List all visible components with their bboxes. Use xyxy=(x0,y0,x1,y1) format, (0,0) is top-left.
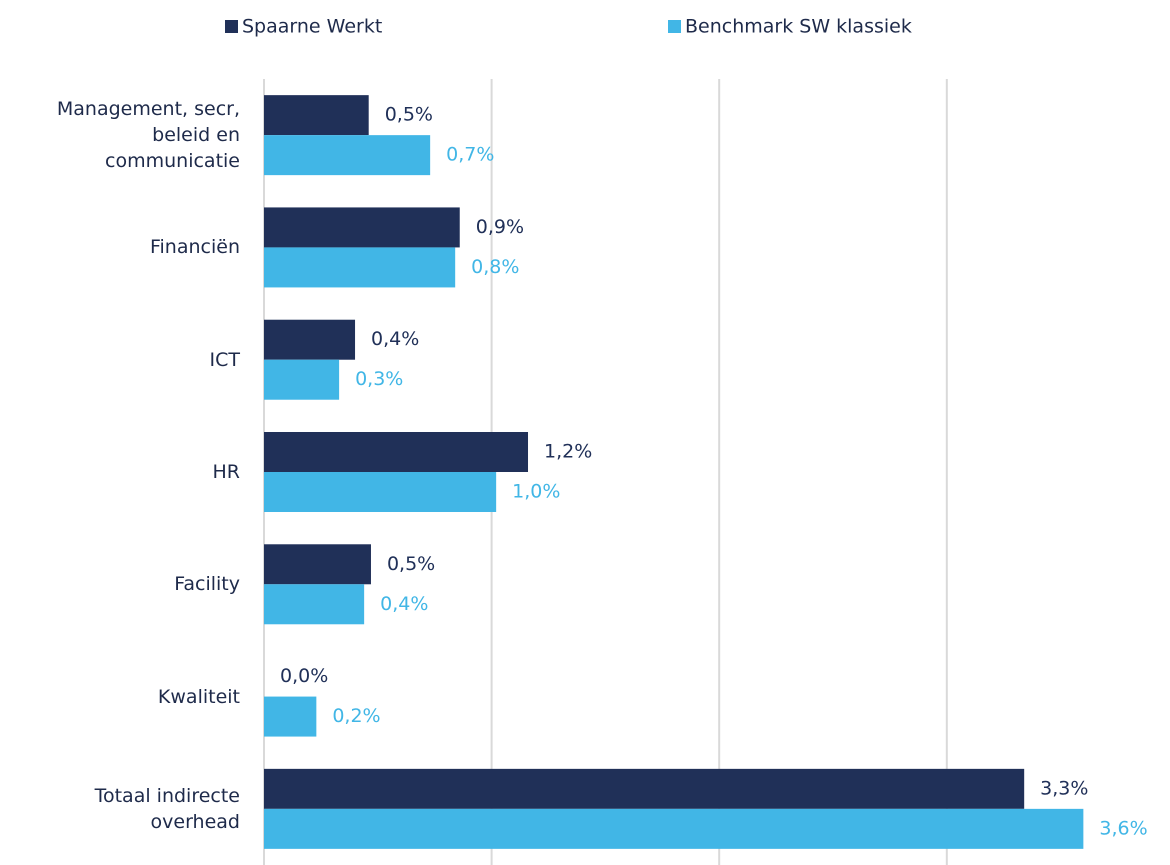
data-label: 0,5% xyxy=(387,553,435,575)
data-label: 3,3% xyxy=(1040,777,1088,799)
data-label: 0,3% xyxy=(355,368,403,390)
bar xyxy=(264,472,497,512)
bar xyxy=(264,544,371,585)
data-label: 3,6% xyxy=(1099,817,1147,839)
bar xyxy=(264,808,1084,849)
data-label: 0,2% xyxy=(332,705,380,727)
data-label: 1,2% xyxy=(544,441,592,463)
data-label: 0,4% xyxy=(371,328,419,350)
bar xyxy=(264,207,460,248)
category-label: Facility xyxy=(174,573,240,596)
legend-label: Benchmark SW klassiek xyxy=(685,16,912,38)
data-label: 1,0% xyxy=(512,481,560,503)
category-label: Management, secr, beleid en communicatie xyxy=(56,98,240,173)
category-label: Financiën xyxy=(149,236,240,259)
bar xyxy=(264,95,369,136)
data-label: 0,9% xyxy=(476,216,524,238)
category-label: Totaal indirecte overhead xyxy=(94,784,240,833)
bar xyxy=(264,696,317,737)
bar xyxy=(264,247,456,288)
data-label: 0,7% xyxy=(446,144,494,166)
data-label: 0,0% xyxy=(280,665,328,687)
category-label: Kwaliteit xyxy=(157,685,240,708)
bar xyxy=(264,768,1025,809)
bar xyxy=(264,584,365,625)
legend-swatch xyxy=(668,20,681,33)
data-label: 0,5% xyxy=(385,104,433,126)
bar xyxy=(264,319,356,360)
bar xyxy=(264,135,431,176)
bar xyxy=(264,432,529,472)
bar xyxy=(264,359,340,400)
legend-swatch xyxy=(225,20,238,33)
data-label: 0,8% xyxy=(471,256,519,278)
category-label: HR xyxy=(212,461,241,483)
category-label: ICT xyxy=(209,348,240,371)
legend-label: Spaarne Werkt xyxy=(242,16,382,38)
data-label: 0,4% xyxy=(380,593,428,615)
